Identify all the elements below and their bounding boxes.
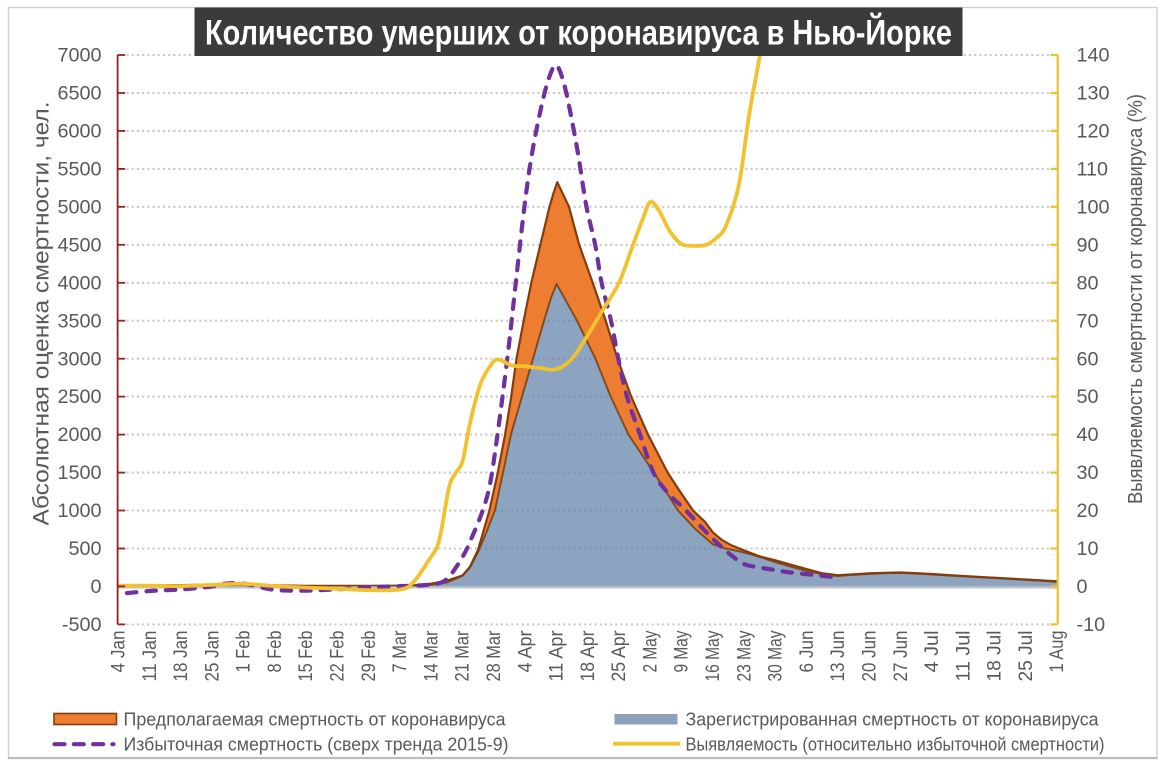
- svg-text:18 Apr: 18 Apr: [578, 630, 599, 682]
- svg-text:Количество умерших от коронави: Количество умерших от коронавируса в Нью…: [205, 13, 952, 53]
- svg-text:50: 50: [1077, 386, 1099, 408]
- svg-text:-10: -10: [1077, 614, 1106, 636]
- svg-text:4 Jan: 4 Jan: [109, 631, 130, 673]
- svg-text:14 Mar: 14 Mar: [421, 630, 442, 682]
- svg-text:20 Jun: 20 Jun: [860, 631, 881, 682]
- svg-text:7000: 7000: [57, 45, 101, 67]
- svg-text:120: 120: [1077, 121, 1110, 143]
- svg-text:110: 110: [1077, 159, 1109, 181]
- svg-text:1500: 1500: [57, 462, 101, 484]
- svg-text:4 Apr: 4 Apr: [515, 630, 536, 673]
- svg-text:9 May: 9 May: [672, 630, 693, 672]
- svg-text:3000: 3000: [57, 348, 101, 370]
- svg-text:2000: 2000: [57, 424, 101, 446]
- svg-text:2500: 2500: [57, 386, 101, 408]
- svg-text:20: 20: [1077, 500, 1099, 522]
- svg-text:21 Mar: 21 Mar: [453, 630, 474, 682]
- svg-text:30 May: 30 May: [766, 630, 787, 681]
- svg-text:-500: -500: [62, 614, 102, 636]
- svg-text:6500: 6500: [57, 83, 101, 105]
- svg-text:13 Jun: 13 Jun: [828, 631, 849, 682]
- svg-text:7 Mar: 7 Mar: [390, 630, 411, 673]
- svg-text:100: 100: [1077, 196, 1110, 218]
- svg-text:11 Jan: 11 Jan: [140, 631, 161, 682]
- svg-text:18 Jul: 18 Jul: [985, 631, 1006, 682]
- svg-text:22 Feb: 22 Feb: [328, 631, 349, 682]
- svg-text:4500: 4500: [57, 234, 101, 256]
- svg-text:2 May: 2 May: [640, 630, 661, 672]
- svg-text:Выявляемость (относительно изб: Выявляемость (относительно избыточной см…: [686, 734, 1105, 755]
- svg-text:3500: 3500: [57, 310, 101, 332]
- svg-text:0: 0: [90, 576, 101, 598]
- svg-text:29 Feb: 29 Feb: [359, 631, 380, 682]
- svg-text:4 Jul: 4 Jul: [922, 631, 943, 673]
- svg-text:140: 140: [1077, 45, 1110, 67]
- svg-text:15 Feb: 15 Feb: [296, 631, 317, 682]
- svg-text:25 Apr: 25 Apr: [609, 630, 630, 682]
- svg-text:70: 70: [1077, 310, 1099, 332]
- svg-text:5500: 5500: [57, 159, 101, 181]
- svg-text:500: 500: [68, 538, 101, 560]
- svg-text:Выявляемость смертности от кор: Выявляемость смертности от коронавируса …: [1125, 94, 1147, 504]
- svg-text:30: 30: [1077, 462, 1099, 484]
- svg-text:25 Jul: 25 Jul: [1016, 631, 1037, 682]
- svg-text:Предполагаемая смертность от к: Предполагаемая смертность от коронавирус…: [124, 709, 507, 730]
- svg-text:80: 80: [1077, 272, 1099, 294]
- svg-text:1 Aug: 1 Aug: [1047, 631, 1068, 673]
- svg-text:130: 130: [1077, 83, 1110, 105]
- svg-text:18 Jan: 18 Jan: [171, 631, 192, 682]
- svg-text:1 Feb: 1 Feb: [234, 631, 255, 673]
- svg-text:40: 40: [1077, 424, 1099, 446]
- svg-text:16 May: 16 May: [703, 630, 724, 681]
- svg-text:0: 0: [1077, 576, 1088, 598]
- svg-text:8 Feb: 8 Feb: [265, 631, 286, 673]
- svg-text:6000: 6000: [57, 121, 101, 143]
- svg-text:60: 60: [1077, 348, 1099, 370]
- svg-text:90: 90: [1077, 234, 1099, 256]
- svg-text:10: 10: [1077, 538, 1099, 560]
- svg-text:11 Jul: 11 Jul: [953, 631, 974, 682]
- svg-text:28 Mar: 28 Mar: [484, 630, 505, 682]
- svg-text:Абсолютная оценка смертности,: Абсолютная оценка смертности, чел.: [29, 101, 54, 525]
- svg-text:23 May: 23 May: [734, 630, 755, 681]
- svg-text:5000: 5000: [57, 196, 101, 218]
- svg-text:1000: 1000: [57, 500, 101, 522]
- svg-text:25 Jan: 25 Jan: [202, 631, 223, 682]
- svg-text:27 Jun: 27 Jun: [891, 631, 912, 682]
- svg-text:6 Jun: 6 Jun: [797, 631, 818, 673]
- svg-text:Избыточная смертность (сверх т: Избыточная смертность (сверх тренда 2015…: [124, 734, 509, 755]
- svg-text:4000: 4000: [57, 272, 101, 294]
- svg-text:Зарегистрированная смертность: Зарегистрированная смертность от коронав…: [686, 709, 1100, 730]
- svg-text:11 Apr: 11 Apr: [547, 630, 568, 682]
